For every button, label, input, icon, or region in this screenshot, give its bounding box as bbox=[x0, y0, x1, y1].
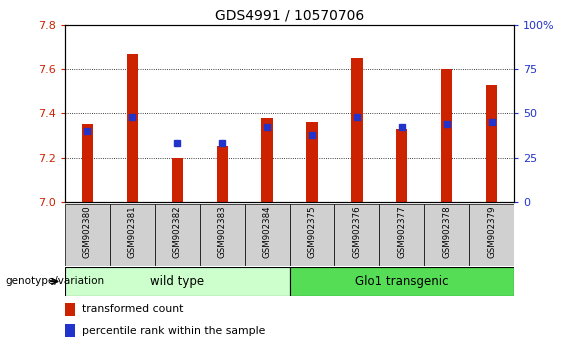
Text: transformed count: transformed count bbox=[82, 304, 184, 314]
Bar bbox=[396, 129, 407, 202]
Bar bbox=[65, 324, 75, 337]
Text: GSM902375: GSM902375 bbox=[307, 205, 316, 258]
Text: GSM902378: GSM902378 bbox=[442, 205, 451, 258]
Text: GSM902379: GSM902379 bbox=[487, 205, 496, 258]
Bar bbox=[155, 204, 200, 266]
Bar bbox=[82, 124, 93, 202]
Bar bbox=[486, 85, 497, 202]
Bar bbox=[127, 53, 138, 202]
Bar bbox=[469, 204, 514, 266]
Bar bbox=[289, 267, 514, 296]
Text: percentile rank within the sample: percentile rank within the sample bbox=[82, 326, 266, 336]
Bar bbox=[172, 158, 183, 202]
Bar bbox=[216, 147, 228, 202]
Bar bbox=[424, 204, 469, 266]
Bar bbox=[65, 204, 110, 266]
Text: GSM902381: GSM902381 bbox=[128, 205, 137, 258]
Bar bbox=[65, 267, 289, 296]
Bar bbox=[351, 58, 363, 202]
Text: wild type: wild type bbox=[150, 275, 205, 288]
Bar bbox=[110, 204, 155, 266]
Bar bbox=[200, 204, 245, 266]
Text: Glo1 transgenic: Glo1 transgenic bbox=[355, 275, 449, 288]
Text: genotype/variation: genotype/variation bbox=[6, 276, 105, 286]
Text: GSM902376: GSM902376 bbox=[353, 205, 362, 258]
Bar bbox=[380, 204, 424, 266]
Title: GDS4991 / 10570706: GDS4991 / 10570706 bbox=[215, 8, 364, 22]
Bar bbox=[245, 204, 289, 266]
Bar bbox=[334, 204, 380, 266]
Text: GSM902384: GSM902384 bbox=[263, 205, 272, 258]
Bar bbox=[306, 122, 318, 202]
Bar bbox=[289, 204, 334, 266]
Bar bbox=[441, 69, 453, 202]
Text: GSM902383: GSM902383 bbox=[218, 205, 227, 258]
Text: GSM902382: GSM902382 bbox=[173, 205, 182, 258]
Text: GSM902377: GSM902377 bbox=[397, 205, 406, 258]
Text: GSM902380: GSM902380 bbox=[83, 205, 92, 258]
Bar bbox=[65, 303, 75, 316]
Bar bbox=[262, 118, 273, 202]
